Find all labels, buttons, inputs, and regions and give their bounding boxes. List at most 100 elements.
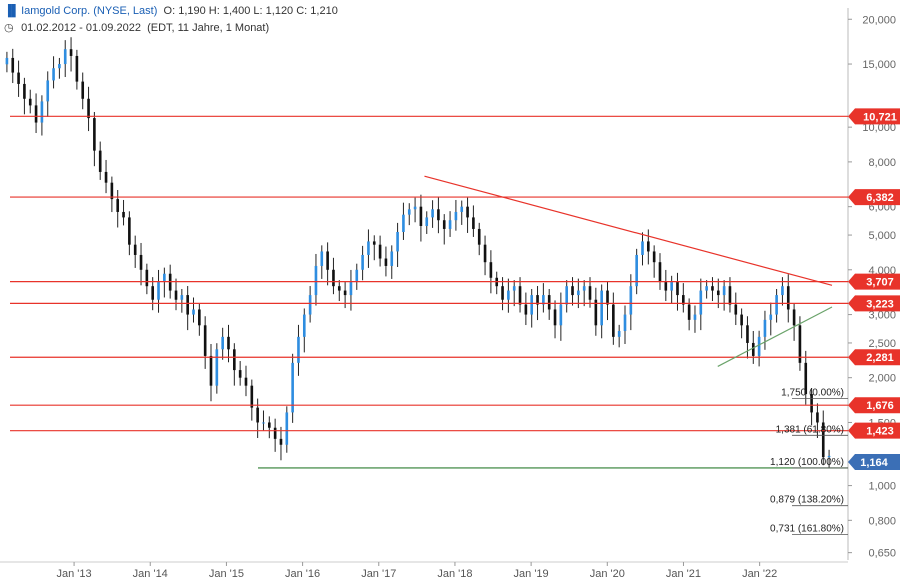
candle-up <box>635 254 638 287</box>
x-tick-label: Jan '17 <box>361 568 396 580</box>
candle-down <box>658 262 662 282</box>
candle-down <box>664 281 668 291</box>
candle-down <box>372 241 376 245</box>
candle-down <box>711 286 714 291</box>
candle-down <box>553 309 557 326</box>
candle-down <box>501 286 504 300</box>
candle-down <box>28 98 32 106</box>
candle-down <box>11 57 15 73</box>
candle-up <box>63 49 67 65</box>
x-tick-label: Jan '21 <box>666 568 701 580</box>
candle-down <box>250 385 254 408</box>
range-meta: (EDT, 11 Jahre, 1 Monat) <box>147 22 270 34</box>
candle-up <box>163 273 166 282</box>
candle-up <box>693 314 697 320</box>
y-tick-label: 2,000 <box>868 373 896 385</box>
candle-down <box>326 251 329 270</box>
fib-label: 1,381 (61.80%) <box>776 424 844 435</box>
candle-down <box>437 209 440 221</box>
level-badge-label: 3,707 <box>866 277 894 289</box>
candle-down <box>477 228 481 245</box>
level-badge-label: 10,721 <box>863 111 897 123</box>
candle-up <box>454 211 458 221</box>
candle-up <box>308 295 312 315</box>
candle-down <box>652 251 656 263</box>
candle-down <box>69 49 73 56</box>
level-badge <box>848 295 900 312</box>
candle-up <box>559 304 563 326</box>
candle-down <box>337 286 341 291</box>
candle-down <box>186 295 189 315</box>
y-tick-label: 1,000 <box>868 481 896 493</box>
candle-down <box>536 295 539 305</box>
candle-down <box>34 105 38 123</box>
candle-up <box>390 251 394 266</box>
candle-up <box>349 281 353 296</box>
candle-up <box>565 286 569 305</box>
candle-down <box>75 55 79 82</box>
candle-down <box>746 325 749 343</box>
current-price-label: 1,164 <box>860 457 888 469</box>
candle-down <box>816 412 819 423</box>
candle-up <box>262 422 265 424</box>
y-tick-label: 2,500 <box>868 338 896 350</box>
candle-down <box>728 286 732 305</box>
trendline-up <box>717 306 833 367</box>
candle-down <box>612 304 615 337</box>
candle-down <box>606 290 609 305</box>
candle-up <box>215 349 219 386</box>
date-range: 01.02.2012 - 01.09.2022 <box>21 22 141 34</box>
candle-down <box>821 422 825 458</box>
candle-down <box>273 427 277 439</box>
x-tick-label: Jan '18 <box>437 568 472 580</box>
candle-down <box>110 182 114 200</box>
candle-up <box>355 269 359 282</box>
candle-down <box>681 295 685 305</box>
candle-down <box>139 254 143 270</box>
candle-up <box>413 206 417 210</box>
candle-down <box>116 199 120 212</box>
candle-up <box>670 281 673 291</box>
level-badge <box>848 349 900 366</box>
candle-up <box>297 336 300 363</box>
candle-down <box>594 299 598 326</box>
candle-down <box>524 304 528 315</box>
level-badge <box>848 108 900 125</box>
candle-up <box>775 295 778 315</box>
y-tick-label: 8,000 <box>868 157 896 169</box>
instrument-title[interactable]: Iamgold Corp. (NYSE, Last) <box>21 5 158 17</box>
candle-down <box>128 217 131 245</box>
level-badge-label: 1,676 <box>866 400 894 412</box>
candle-up <box>367 241 370 255</box>
candle-up <box>221 336 224 350</box>
x-tick-label: Jan '22 <box>742 568 777 580</box>
candle-down <box>466 206 469 218</box>
y-tick-label: 0,800 <box>868 515 896 527</box>
candle-down <box>81 81 85 99</box>
candle-down <box>442 220 446 229</box>
candle-down <box>209 355 213 386</box>
candle-down <box>23 83 26 99</box>
candle-up <box>402 214 405 232</box>
current-price-badge <box>848 453 900 470</box>
candle-up <box>577 290 580 296</box>
candle-up <box>180 295 184 300</box>
candle-down <box>804 362 808 395</box>
candle-down <box>419 206 423 226</box>
fib-label: 1,120 (100.00%) <box>770 457 844 468</box>
candle-up <box>52 68 55 81</box>
y-tick-label: 3,000 <box>868 310 896 322</box>
candle-up <box>40 101 44 123</box>
candle-up <box>722 286 726 296</box>
chart-header-range: ◷ 01.02.2012 - 01.09.2022 (EDT, 11 Jahre… <box>4 21 269 34</box>
x-tick-label: Jan '20 <box>590 568 625 580</box>
candle-down <box>647 241 650 252</box>
candle-up <box>291 362 294 413</box>
candle-down <box>489 262 493 278</box>
candle-up <box>705 286 708 291</box>
x-tick-label: Jan '14 <box>133 568 168 580</box>
candle-down <box>483 244 487 263</box>
y-tick-label: 10,000 <box>862 122 896 134</box>
candle-down <box>227 336 230 350</box>
